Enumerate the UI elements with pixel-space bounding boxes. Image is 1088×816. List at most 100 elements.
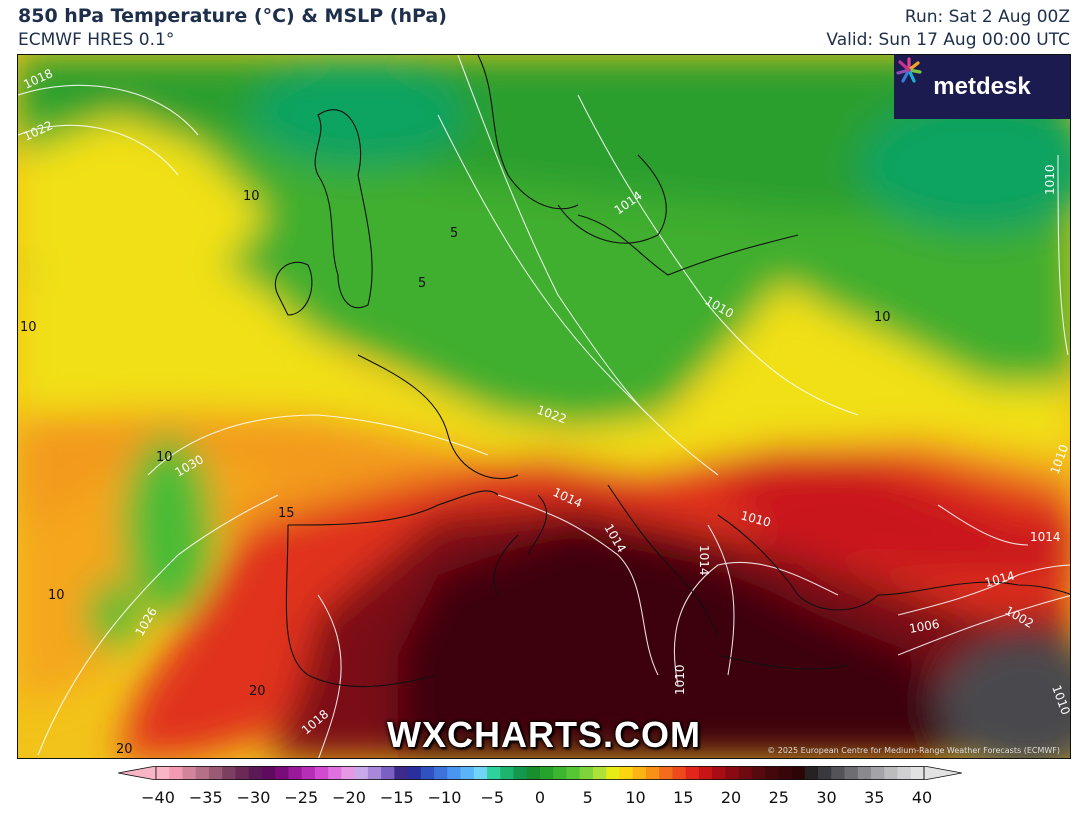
isobar-label: 1006: [908, 617, 941, 636]
colorbar-cell: [341, 766, 356, 780]
colorbar-cell: [765, 766, 779, 780]
colorbar-tick-label: −30: [236, 788, 271, 807]
colorbar-cell: [328, 766, 342, 780]
colorbar-cell: [261, 766, 276, 780]
colorbar-cell: [619, 766, 634, 780]
metdesk-flower-icon: [896, 57, 922, 83]
temp-label: 10: [20, 320, 37, 335]
colorbar-cell: [712, 766, 726, 780]
colorbar-tick-label: −35: [188, 788, 223, 807]
temp-label: 5: [418, 276, 426, 291]
isobar-label: 1014: [697, 545, 711, 576]
temp-label: 20: [249, 684, 266, 699]
colorbar-cell: [420, 766, 435, 780]
run-time: Run: Sat 2 Aug 00Z: [904, 7, 1070, 27]
colorbar-cell: [156, 766, 170, 780]
temp-label: 20: [116, 742, 133, 757]
colorbar-cell: [540, 766, 554, 780]
colorbar: [118, 766, 962, 780]
isobar-label: 1014: [1030, 530, 1061, 544]
colorbar-cell: [725, 766, 740, 780]
temperature-field: 10 10 10 10 15 10 20 20 5 5 1018 1022 10…: [18, 55, 1070, 758]
temp-label: 15: [278, 506, 295, 521]
colorbar-cell: [778, 766, 793, 780]
colorbar-cell: [460, 766, 475, 780]
colorbar-cell: [288, 766, 303, 780]
colorbar-max-arrow: [923, 766, 962, 780]
colorbar-cell: [738, 766, 753, 780]
colorbar-cell: [182, 766, 197, 780]
colorbar-tick-label: −25: [284, 788, 319, 807]
colorbar-cell: [804, 766, 819, 780]
colorbar-cell: [606, 766, 620, 780]
colorbar-ticks: −40 −35 −30 −25 −20 −15 −10 −5 0 5 10 15 20 25 30 35 40: [0, 788, 1088, 810]
colorbar-cell: [526, 766, 541, 780]
colorbar-cell: [910, 766, 925, 780]
colorbar-cell: [844, 766, 859, 780]
colorbar-min-arrow: [118, 766, 157, 780]
colorbar-cell: [367, 766, 382, 780]
colorbar-cell: [553, 766, 567, 780]
wxcharts-watermark: WXCHARTS.COM: [387, 714, 701, 755]
copyright-credit: © 2025 European Centre for Medium-Range …: [767, 746, 1060, 755]
colorbar-cell: [301, 766, 316, 780]
colorbar-cell: [235, 766, 250, 780]
colorbar-cell: [169, 766, 183, 780]
colorbar-cell: [208, 766, 223, 780]
colorbar-cell: [831, 766, 846, 780]
isobar-label: 1010: [673, 664, 687, 695]
colorbar-cell: [434, 766, 448, 780]
colorbar-cell: [592, 766, 607, 780]
temp-label: 10: [874, 310, 891, 325]
temp-label: 10: [48, 588, 65, 603]
colorbar-cell: [500, 766, 515, 780]
colorbar-cell: [645, 766, 660, 780]
colorbar-cell: [698, 766, 713, 780]
colorbar-cell: [818, 766, 832, 780]
colorbar-cell: [791, 766, 806, 780]
isobar-label: 1010: [1043, 164, 1057, 195]
isobar-lines: [18, 55, 1070, 758]
colorbar-tick-label: −15: [379, 788, 414, 807]
metdesk-logo: metdesk: [894, 55, 1070, 119]
colorbar-cell: [897, 766, 912, 780]
colorbar-tick-label: −20: [332, 788, 366, 807]
colorbar-tick-label: 25: [768, 788, 789, 807]
weather-map: 10 10 10 10 15 10 20 20 5 5 1018 1022 10…: [17, 54, 1071, 759]
colorbar-cell: [473, 766, 488, 780]
temp-label: 5: [450, 226, 458, 241]
colorbar-cell: [685, 766, 700, 780]
colorbar-cell: [857, 766, 872, 780]
temp-label: 10: [156, 450, 173, 465]
chart-title: 850 hPa Temperature (°C) & MSLP (hPa): [18, 5, 447, 27]
coastlines: [274, 55, 1070, 688]
colorbar-cell: [314, 766, 329, 780]
colorbar-tick-label: 0: [534, 788, 546, 807]
colorbar-cell: [248, 766, 263, 780]
colorbar-tick-label: 15: [673, 788, 694, 807]
colorbar-tick-label: 20: [720, 788, 742, 807]
colorbar-cell: [354, 766, 369, 780]
colorbar-cell: [632, 766, 647, 780]
colorbar-cell: [566, 766, 581, 780]
colorbar-cell: [222, 766, 236, 780]
colorbar-cell: [487, 766, 501, 780]
colorbar-cell: [195, 766, 210, 780]
colorbar-tick-label: −10: [427, 788, 462, 807]
temp-label: 10: [243, 189, 260, 204]
model-name: ECMWF HRES 0.1°: [18, 30, 175, 50]
colorbar-tick-label: 5: [582, 788, 593, 807]
colorbar-cell: [871, 766, 885, 780]
colorbar-cell: [513, 766, 528, 780]
colorbar-tick-label: −40: [141, 788, 175, 807]
colorbar-cell: [884, 766, 899, 780]
colorbar-cell: [407, 766, 422, 780]
colorbar-cell: [275, 766, 289, 780]
colorbar-cell: [579, 766, 594, 780]
colorbar-cell: [394, 766, 409, 780]
colorbar-cell: [672, 766, 687, 780]
colorbar-cell: [751, 766, 766, 780]
colorbar-tick-label: 10: [625, 788, 646, 807]
valid-time: Valid: Sun 17 Aug 00:00 UTC: [826, 30, 1070, 50]
colorbar-tick-label: 30: [816, 788, 837, 807]
